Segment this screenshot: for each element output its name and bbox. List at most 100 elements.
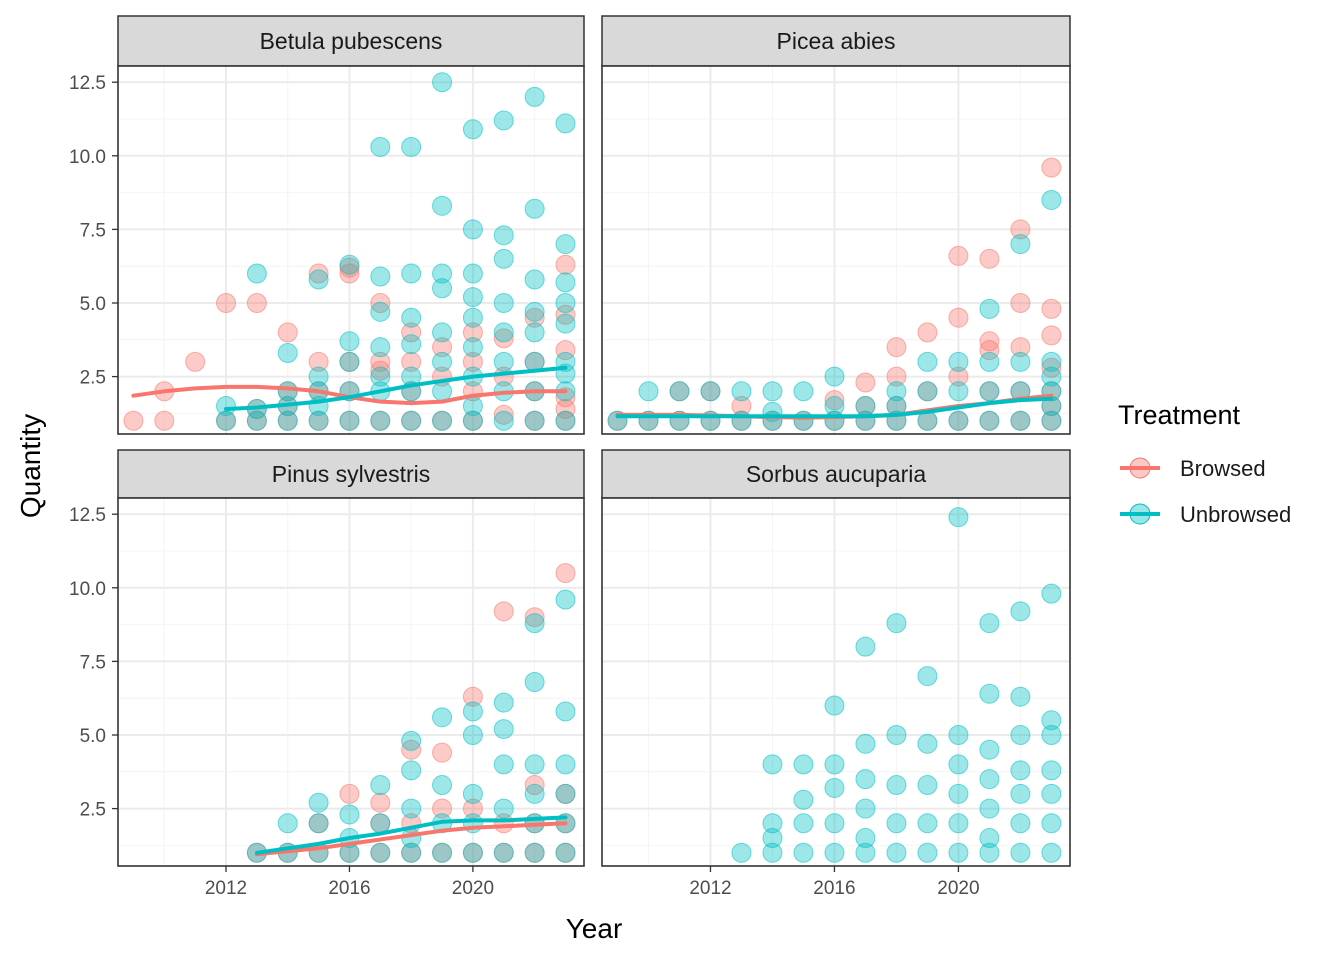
data-point [979, 798, 1000, 819]
data-point [401, 307, 422, 328]
data-point [401, 136, 422, 157]
data-point [370, 266, 391, 287]
data-point [855, 769, 876, 790]
data-point [855, 733, 876, 754]
data-point [401, 351, 422, 372]
strip-pinus-sylvestris [117, 449, 585, 499]
data-point [555, 842, 576, 863]
data-point [855, 636, 876, 657]
data-point [370, 366, 391, 387]
data-point [948, 783, 969, 804]
data-point [432, 263, 453, 284]
data-point [524, 672, 545, 692]
data-point [401, 730, 422, 751]
data-point [493, 601, 514, 622]
plot-area-betula-pubescens [118, 66, 584, 434]
series-unbrowsed-pinus-sylvestris [246, 589, 576, 863]
data-point [1041, 710, 1062, 731]
trend-line-unbrowsed-pinus-sylvestris [254, 815, 568, 855]
data-point [1041, 724, 1062, 745]
data-point [793, 410, 814, 431]
data-point [948, 366, 969, 387]
data-point [886, 381, 907, 402]
data-point [524, 301, 545, 322]
data-point [401, 739, 422, 760]
data-point [1041, 760, 1062, 781]
data-point [401, 760, 422, 781]
data-point [339, 351, 360, 372]
data-point [793, 842, 814, 863]
data-point [524, 198, 545, 219]
data-point [886, 813, 907, 834]
data-point [462, 337, 483, 358]
panel-betula-pubescens: Betula pubescens 2.5 5.0 7.5 10.0 12.5 [69, 15, 585, 435]
data-point [917, 351, 938, 372]
y-tick-label: 7.5 [80, 652, 106, 673]
data-point [401, 798, 422, 819]
data-point [555, 410, 576, 431]
data-point [762, 842, 783, 863]
data-point [432, 337, 453, 358]
data-point [979, 331, 1000, 352]
data-point [462, 410, 483, 431]
data-point [979, 683, 1000, 704]
x-tick-label: 2012 [689, 878, 731, 899]
x-tick-label: 2020 [452, 878, 494, 899]
data-point [462, 798, 483, 819]
data-point [370, 337, 391, 358]
data-point [555, 340, 576, 361]
data-point [1010, 601, 1031, 622]
data-point [493, 719, 514, 740]
data-point [1041, 783, 1062, 804]
panel-border-betula-pubescens [117, 65, 585, 435]
data-point [886, 613, 907, 634]
data-point [401, 334, 422, 355]
y-tick-label: 12.5 [69, 505, 106, 526]
data-point [762, 410, 783, 431]
data-point [370, 292, 391, 313]
data-point [493, 410, 514, 431]
data-point [432, 775, 453, 796]
trend-line-unbrowsed-betula-pubescens [224, 365, 568, 411]
data-point [524, 775, 545, 796]
panel-border-picea-abies [601, 65, 1071, 435]
data-point [462, 263, 483, 284]
data-point [432, 322, 453, 343]
data-point [1041, 366, 1062, 387]
data-point [493, 754, 514, 775]
data-point [555, 313, 576, 334]
panel-picea-abies: Picea abies [601, 15, 1071, 435]
data-point [979, 613, 1000, 634]
data-point [555, 701, 576, 722]
data-point [462, 724, 483, 745]
legend-item-browsed: Browsed [1120, 456, 1266, 481]
data-point [948, 381, 969, 402]
data-point [277, 410, 298, 431]
data-point [948, 724, 969, 745]
data-point [370, 775, 391, 796]
data-point [555, 254, 576, 275]
data-point [1010, 351, 1031, 372]
data-point [401, 322, 422, 343]
data-point [370, 301, 391, 322]
data-point [1010, 292, 1031, 313]
data-point [1010, 234, 1031, 255]
data-point [669, 381, 690, 402]
series-unbrowsed-sorbus-aucuparia [731, 507, 1062, 863]
data-point [493, 351, 514, 372]
data-point [824, 410, 845, 431]
data-point [1041, 189, 1062, 210]
data-point [277, 813, 298, 834]
data-point [493, 328, 514, 349]
data-point [339, 263, 360, 284]
data-point [1010, 219, 1031, 240]
data-point [886, 366, 907, 387]
data-point [824, 813, 845, 834]
data-point [555, 398, 576, 419]
strip-title-betula-pubescens: Betula pubescens [260, 28, 443, 54]
panel-border-sorbus-aucuparia [601, 497, 1071, 867]
data-point [824, 754, 845, 775]
grid-pinus-sylvestris [118, 498, 584, 866]
data-point [401, 842, 422, 863]
